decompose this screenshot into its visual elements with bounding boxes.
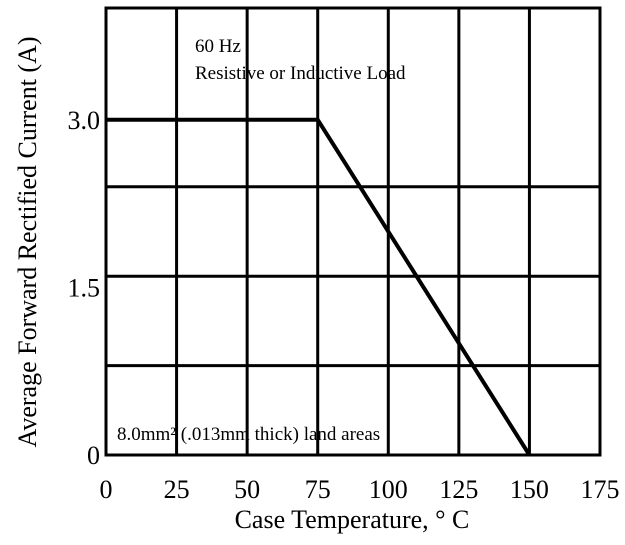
annotation-frequency: 60 Hz	[195, 36, 241, 57]
y-tick-label: 1.5	[68, 273, 101, 302]
x-tick-label: 25	[164, 475, 190, 504]
y-tick-label: 3.0	[68, 106, 101, 135]
x-tick-label: 50	[234, 475, 260, 504]
y-axis-title: Average Forward Rectified Current (A)	[13, 36, 42, 447]
y-tick-label: 0	[87, 441, 100, 470]
x-axis-title: Case Temperature, ° C	[235, 505, 470, 534]
x-tick-label: 100	[369, 475, 408, 504]
annotation-land-areas: 8.0mm² (.013mm thick) land areas	[117, 424, 380, 445]
x-tick-label: 125	[439, 475, 478, 504]
x-tick-label: 150	[510, 475, 549, 504]
x-tick-label: 75	[305, 475, 331, 504]
tick-labels: 0 25 50 75 100 125 150 175 0 1.5 3.0	[68, 106, 620, 504]
series-line	[106, 117, 532, 457]
plot-frame	[104, 6, 602, 457]
annotation-load: Resistive or Inductive Load	[195, 63, 406, 84]
x-tick-label: 175	[581, 475, 620, 504]
x-tick-label: 0	[100, 475, 113, 504]
series-layer	[106, 117, 532, 457]
grid	[106, 8, 600, 455]
